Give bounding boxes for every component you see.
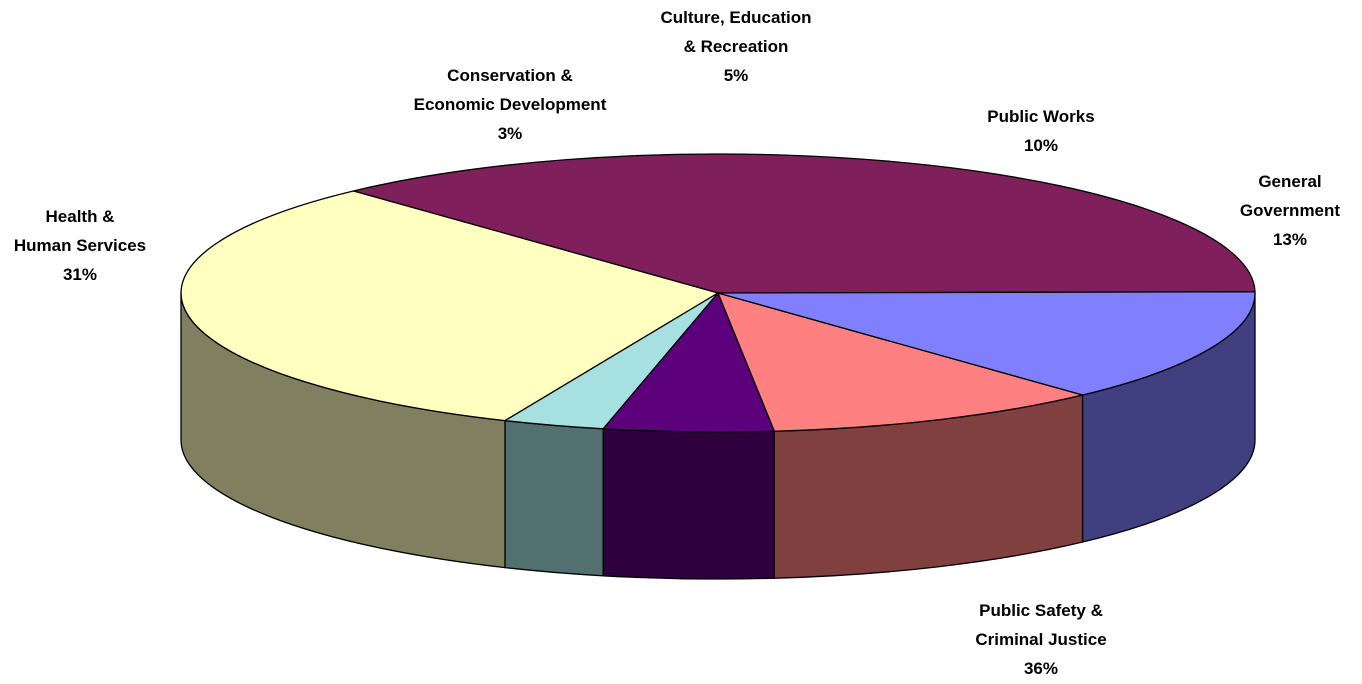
slice-health-human-services — [180, 190, 719, 422]
slice-label-name-line: Economic Development — [413, 95, 607, 114]
slice-label-percent: 36% — [1023, 659, 1059, 678]
slice-label-percent: 10% — [1023, 136, 1059, 155]
slice-label-name-line: Criminal Justice — [975, 630, 1107, 649]
slice-label-name-line: Culture, Education — [660, 8, 812, 27]
slice-label-name-line: Public Safety & — [979, 601, 1103, 620]
slice-label-percent: 3% — [497, 124, 523, 143]
slice-general-government — [717, 291, 1256, 396]
slice-label-public-safety-criminal-justice: Public Safety & Criminal Justice 36% — [975, 596, 1106, 683]
slice-label-name-line: Human Services — [13, 236, 147, 255]
slice-label-name-line: & Recreation — [683, 37, 789, 56]
slice-label-public-works: Public Works 10% — [987, 102, 1094, 160]
slice-label-name-line: General — [1258, 172, 1322, 191]
slice-label-name-line: Government — [1239, 201, 1341, 220]
slice-label-general-government: General Government 13% — [1240, 167, 1340, 254]
slice-label-name-line: Health & — [45, 207, 115, 226]
slice-side-conservation-economic-development — [504, 419, 604, 577]
slice-label-culture-education-recreation: Culture, Education & Recreation 5% — [660, 3, 811, 90]
slice-label-conservation-economic-development: Conservation & Economic Development 3% — [414, 61, 607, 148]
pie-sides — [180, 292, 1256, 580]
slice-label-name-line: Public Works — [987, 107, 1095, 126]
slice-public-safety-criminal-justice — [352, 153, 1256, 294]
slice-side-culture-education-recreation — [602, 428, 776, 580]
slice-public-works — [717, 292, 1084, 432]
slice-label-name-line: Conservation & — [447, 66, 573, 85]
slice-label-percent: 5% — [723, 66, 749, 85]
pie-tops — [180, 153, 1256, 433]
slice-label-percent: 13% — [1272, 230, 1308, 249]
slice-label-percent: 31% — [62, 265, 98, 284]
slice-label-health-human-services: Health & Human Services 31% — [14, 202, 146, 289]
